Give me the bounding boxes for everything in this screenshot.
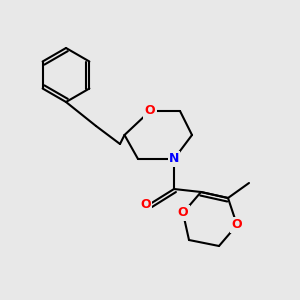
Text: O: O [140,197,151,211]
Text: O: O [178,206,188,220]
Text: O: O [232,218,242,232]
Text: N: N [169,152,179,166]
Text: O: O [145,104,155,118]
